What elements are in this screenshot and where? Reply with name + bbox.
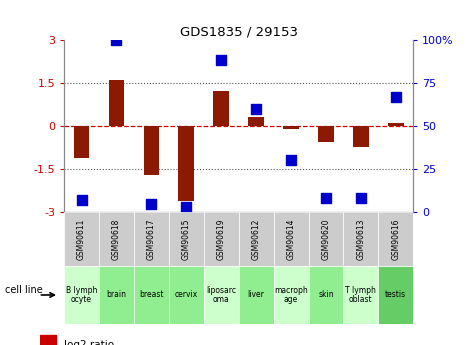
Text: macroph
age: macroph age	[274, 286, 308, 304]
Text: skin: skin	[318, 290, 334, 299]
Text: T lymph
oblast: T lymph oblast	[345, 286, 376, 304]
Text: liposarc
oma: liposarc oma	[206, 286, 236, 304]
Text: GSM90616: GSM90616	[391, 218, 400, 260]
Bar	[204, 266, 238, 324]
Bar	[134, 212, 169, 266]
Bar	[274, 212, 309, 266]
Point	[322, 196, 330, 201]
Title: GDS1835 / 29153: GDS1835 / 29153	[180, 26, 298, 39]
Bar	[134, 266, 169, 324]
Point	[392, 94, 399, 99]
Bar	[318, 126, 334, 142]
Bar	[274, 266, 309, 324]
Text: testis: testis	[385, 290, 406, 299]
Bar	[379, 266, 413, 324]
Point	[218, 58, 225, 63]
Point	[148, 201, 155, 206]
Bar	[64, 266, 99, 324]
Bar	[169, 266, 204, 324]
Text: GSM90612: GSM90612	[252, 218, 261, 259]
Bar	[64, 212, 99, 266]
Bar	[179, 126, 194, 201]
Point	[287, 158, 295, 163]
Text: B lymph
ocyte: B lymph ocyte	[66, 286, 97, 304]
Bar	[204, 212, 238, 266]
Bar	[238, 212, 274, 266]
Bar	[74, 126, 89, 158]
Bar	[238, 266, 274, 324]
Text: GSM90618: GSM90618	[112, 218, 121, 259]
Bar	[353, 126, 369, 148]
Text: log2 ratio: log2 ratio	[64, 339, 114, 345]
Text: GSM90615: GSM90615	[182, 218, 191, 260]
Point	[357, 196, 365, 201]
Text: GSM90614: GSM90614	[286, 218, 295, 260]
Text: GSM90620: GSM90620	[322, 218, 331, 260]
Text: GSM90613: GSM90613	[356, 218, 365, 260]
Bar	[343, 212, 379, 266]
Bar	[309, 266, 343, 324]
Point	[78, 197, 86, 203]
Bar	[379, 212, 413, 266]
Bar	[283, 126, 299, 129]
Bar	[309, 212, 343, 266]
Text: cell line: cell line	[5, 285, 42, 295]
Bar	[99, 212, 134, 266]
Text: cervix: cervix	[175, 290, 198, 299]
Bar	[213, 91, 229, 126]
Point	[182, 204, 190, 210]
Bar	[143, 126, 159, 175]
Text: breast: breast	[139, 290, 164, 299]
Text: GSM90617: GSM90617	[147, 218, 156, 260]
Point	[113, 37, 120, 42]
Bar	[99, 266, 134, 324]
Bar	[343, 266, 379, 324]
Text: GSM90619: GSM90619	[217, 218, 226, 260]
Bar	[109, 80, 124, 126]
Text: liver: liver	[247, 290, 265, 299]
Text: GSM90611: GSM90611	[77, 218, 86, 259]
Bar	[40, 335, 56, 345]
Bar	[248, 117, 264, 126]
Point	[252, 106, 260, 111]
Bar	[388, 123, 404, 126]
Text: brain: brain	[106, 290, 126, 299]
Bar	[169, 212, 204, 266]
